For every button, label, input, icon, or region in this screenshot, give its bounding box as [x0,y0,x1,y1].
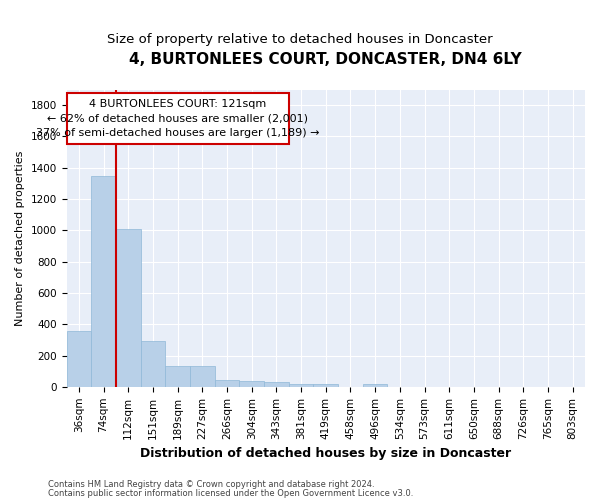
Bar [165,366,190,387]
Text: 4 BURTONLEES COURT: 121sqm: 4 BURTONLEES COURT: 121sqm [89,98,266,108]
Bar [190,366,215,387]
FancyBboxPatch shape [67,92,289,144]
Bar [140,342,165,387]
Text: Size of property relative to detached houses in Doncaster: Size of property relative to detached ho… [107,32,493,46]
Bar [215,380,239,387]
Bar [313,384,338,387]
Text: Contains HM Land Registry data © Crown copyright and database right 2024.: Contains HM Land Registry data © Crown c… [48,480,374,489]
Bar [363,384,388,387]
Text: 37% of semi-detached houses are larger (1,189) →: 37% of semi-detached houses are larger (… [36,128,319,138]
Text: Contains public sector information licensed under the Open Government Licence v3: Contains public sector information licen… [48,489,413,498]
Text: ← 62% of detached houses are smaller (2,001): ← 62% of detached houses are smaller (2,… [47,114,308,124]
Bar [67,332,91,387]
Bar [116,229,140,387]
Bar [289,384,313,387]
Bar [91,176,116,387]
Bar [239,380,264,387]
X-axis label: Distribution of detached houses by size in Doncaster: Distribution of detached houses by size … [140,447,511,460]
Y-axis label: Number of detached properties: Number of detached properties [15,150,25,326]
Bar [264,382,289,387]
Title: 4, BURTONLEES COURT, DONCASTER, DN4 6LY: 4, BURTONLEES COURT, DONCASTER, DN4 6LY [130,52,522,68]
